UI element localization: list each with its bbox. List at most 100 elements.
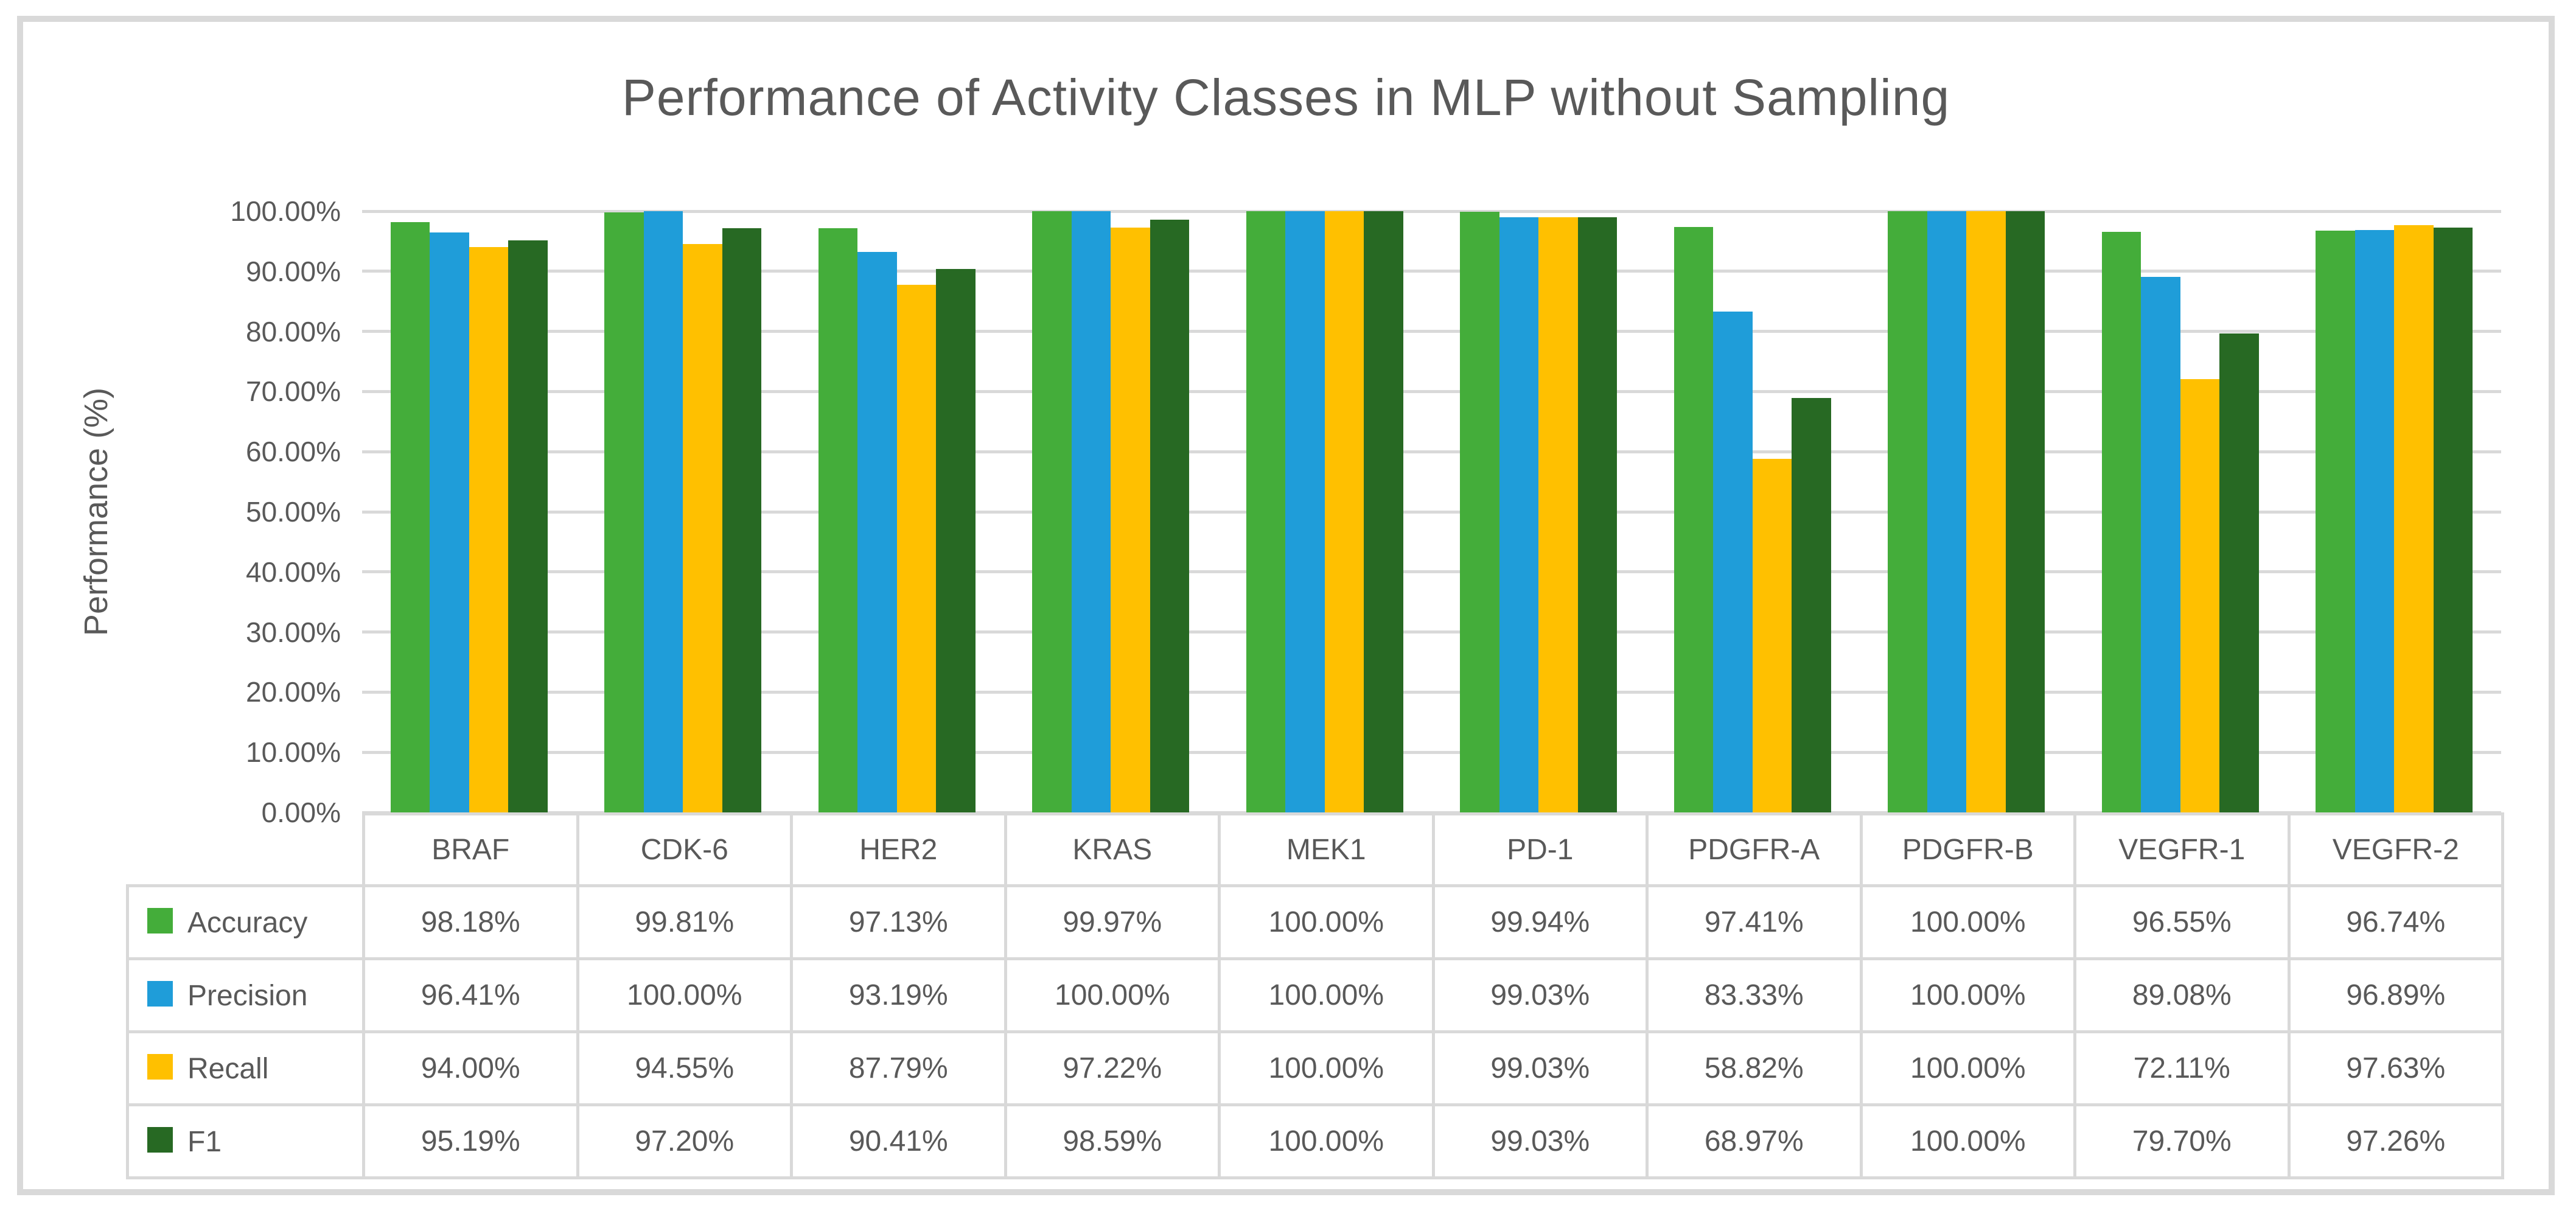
bar-precision-kras bbox=[1071, 211, 1111, 812]
gridline bbox=[362, 811, 2501, 814]
bar-f1-braf bbox=[508, 240, 548, 812]
gridline bbox=[362, 330, 2501, 333]
value-cell: 97.20% bbox=[576, 1103, 793, 1179]
category-header-cell: VEGFR-1 bbox=[2073, 812, 2291, 887]
value-cell: 96.41% bbox=[362, 957, 579, 1033]
table-row-precision: Precision 96.41% 100.00% 93.19% 100.00% 100.0… bbox=[126, 957, 2504, 1033]
bar-recall-braf bbox=[469, 247, 509, 812]
bar-accuracy-mek1 bbox=[1246, 211, 1286, 812]
gridline bbox=[362, 630, 2501, 634]
plot-area bbox=[362, 209, 2501, 814]
gridline bbox=[362, 690, 2501, 694]
table-row-f1: F1 95.19% 97.20% 90.41% 98.59% 100.00% 99.03% 6… bbox=[126, 1103, 2504, 1179]
y-axis-tick-label: 60.00% bbox=[245, 436, 341, 468]
table-row-accuracy: Accuracy 98.18% 99.81% 97.13% 99.97% 100.00% 9… bbox=[126, 884, 2504, 960]
bar-precision-vegfr-2 bbox=[2354, 229, 2395, 812]
bar-precision-vegfr-1 bbox=[2141, 276, 2180, 812]
bar-f1-kras bbox=[1150, 219, 1190, 812]
legend-label: Accuracy bbox=[187, 907, 308, 940]
value-cell: 99.97% bbox=[1004, 884, 1221, 960]
legend-swatch-f1 bbox=[147, 1126, 173, 1153]
bar-accuracy-braf bbox=[390, 222, 430, 812]
gridline bbox=[362, 510, 2501, 514]
value-cell: 100.00% bbox=[1004, 957, 1221, 1033]
table-row-recall: Recall 94.00% 94.55% 87.79% 97.22% 100.00% 99.… bbox=[126, 1030, 2504, 1106]
value-cell: 87.79% bbox=[790, 1030, 1007, 1106]
value-cell: 90.41% bbox=[790, 1103, 1007, 1179]
value-cell: 100.00% bbox=[1218, 1030, 1435, 1106]
value-cell: 100.00% bbox=[1859, 884, 2076, 960]
value-cell: 99.94% bbox=[1431, 884, 1649, 960]
value-cell: 97.26% bbox=[2287, 1103, 2504, 1179]
value-cell: 97.63% bbox=[2287, 1030, 2504, 1106]
y-axis-tick-label: 0.00% bbox=[261, 797, 341, 828]
value-cell: 68.97% bbox=[1646, 1103, 1863, 1179]
bar-recall-vegfr-1 bbox=[2180, 379, 2220, 812]
gridline bbox=[362, 450, 2501, 453]
legend-label: F1 bbox=[187, 1126, 222, 1159]
category-header-cell: CDK-6 bbox=[576, 812, 793, 887]
y-axis-tick-label: 50.00% bbox=[245, 496, 341, 528]
category-header-cell: PDGFR-B bbox=[1859, 812, 2076, 887]
legend-key-cell: Precision bbox=[126, 957, 365, 1033]
value-cell: 95.19% bbox=[362, 1103, 579, 1179]
bar-f1-vegfr-2 bbox=[2433, 228, 2473, 812]
bar-precision-pd-1 bbox=[1499, 217, 1539, 812]
value-cell: 79.70% bbox=[2073, 1103, 2291, 1179]
value-cell: 96.89% bbox=[2287, 957, 2504, 1033]
legend-label: Precision bbox=[187, 980, 308, 1013]
value-cell: 100.00% bbox=[1859, 1103, 2076, 1179]
value-cell: 98.18% bbox=[362, 884, 579, 960]
legend-key-cell: F1 bbox=[126, 1103, 365, 1179]
bar-precision-pdgfr-a bbox=[1713, 311, 1753, 812]
category-header-cell: VEGFR-2 bbox=[2287, 812, 2504, 887]
bar-recall-her2 bbox=[896, 284, 937, 812]
bar-recall-cdk-6 bbox=[683, 243, 722, 812]
chart-title: Performance of Activity Classes in MLP w… bbox=[621, 69, 1950, 126]
bar-precision-cdk-6 bbox=[643, 211, 683, 812]
bar-accuracy-kras bbox=[1032, 211, 1072, 812]
bar-f1-pd-1 bbox=[1577, 217, 1618, 812]
value-cell: 94.00% bbox=[362, 1030, 579, 1106]
value-cell: 96.55% bbox=[2073, 884, 2291, 960]
category-header-cell: BRAF bbox=[362, 812, 579, 887]
gridline bbox=[362, 209, 2501, 213]
gridline bbox=[362, 570, 2501, 574]
value-cell: 83.33% bbox=[1646, 957, 1863, 1033]
category-header-cell: PD-1 bbox=[1431, 812, 1649, 887]
legend-swatch-precision bbox=[147, 980, 173, 1007]
bar-recall-pdgfr-a bbox=[1752, 458, 1792, 812]
value-cell: 96.74% bbox=[2287, 884, 2504, 960]
bar-accuracy-cdk-6 bbox=[604, 212, 644, 812]
value-cell: 98.59% bbox=[1004, 1103, 1221, 1179]
bar-recall-pdgfr-b bbox=[1966, 211, 2006, 812]
value-cell: 72.11% bbox=[2073, 1030, 2291, 1106]
legend-label: Recall bbox=[187, 1053, 269, 1086]
gridline bbox=[362, 270, 2501, 273]
category-header-cell: MEK1 bbox=[1218, 812, 1435, 887]
legend-key-cell: Accuracy bbox=[126, 884, 365, 960]
value-cell: 94.55% bbox=[576, 1030, 793, 1106]
value-cell: 89.08% bbox=[2073, 957, 2291, 1033]
value-cell: 100.00% bbox=[1859, 1030, 2076, 1106]
gridline bbox=[362, 750, 2501, 754]
gridline bbox=[362, 389, 2501, 393]
y-axis-tick-label: 80.00% bbox=[245, 315, 341, 347]
bar-f1-pdgfr-b bbox=[2005, 211, 2045, 812]
category-header-cell: KRAS bbox=[1004, 812, 1221, 887]
bar-precision-braf bbox=[430, 232, 469, 812]
value-cell: 99.03% bbox=[1431, 957, 1649, 1033]
bar-accuracy-vegfr-1 bbox=[2101, 232, 2141, 812]
value-cell: 100.00% bbox=[576, 957, 793, 1033]
bar-recall-kras bbox=[1111, 228, 1150, 812]
bar-recall-vegfr-2 bbox=[2394, 225, 2434, 812]
y-axis-tick-label: 90.00% bbox=[245, 255, 341, 287]
value-cell: 97.22% bbox=[1004, 1030, 1221, 1106]
bar-accuracy-her2 bbox=[818, 228, 858, 812]
value-cell: 99.03% bbox=[1431, 1030, 1649, 1106]
bar-f1-vegfr-1 bbox=[2219, 333, 2259, 812]
bar-f1-mek1 bbox=[1364, 211, 1403, 812]
y-axis-tick-label: 20.00% bbox=[245, 676, 341, 708]
legend-swatch-accuracy bbox=[147, 907, 173, 934]
